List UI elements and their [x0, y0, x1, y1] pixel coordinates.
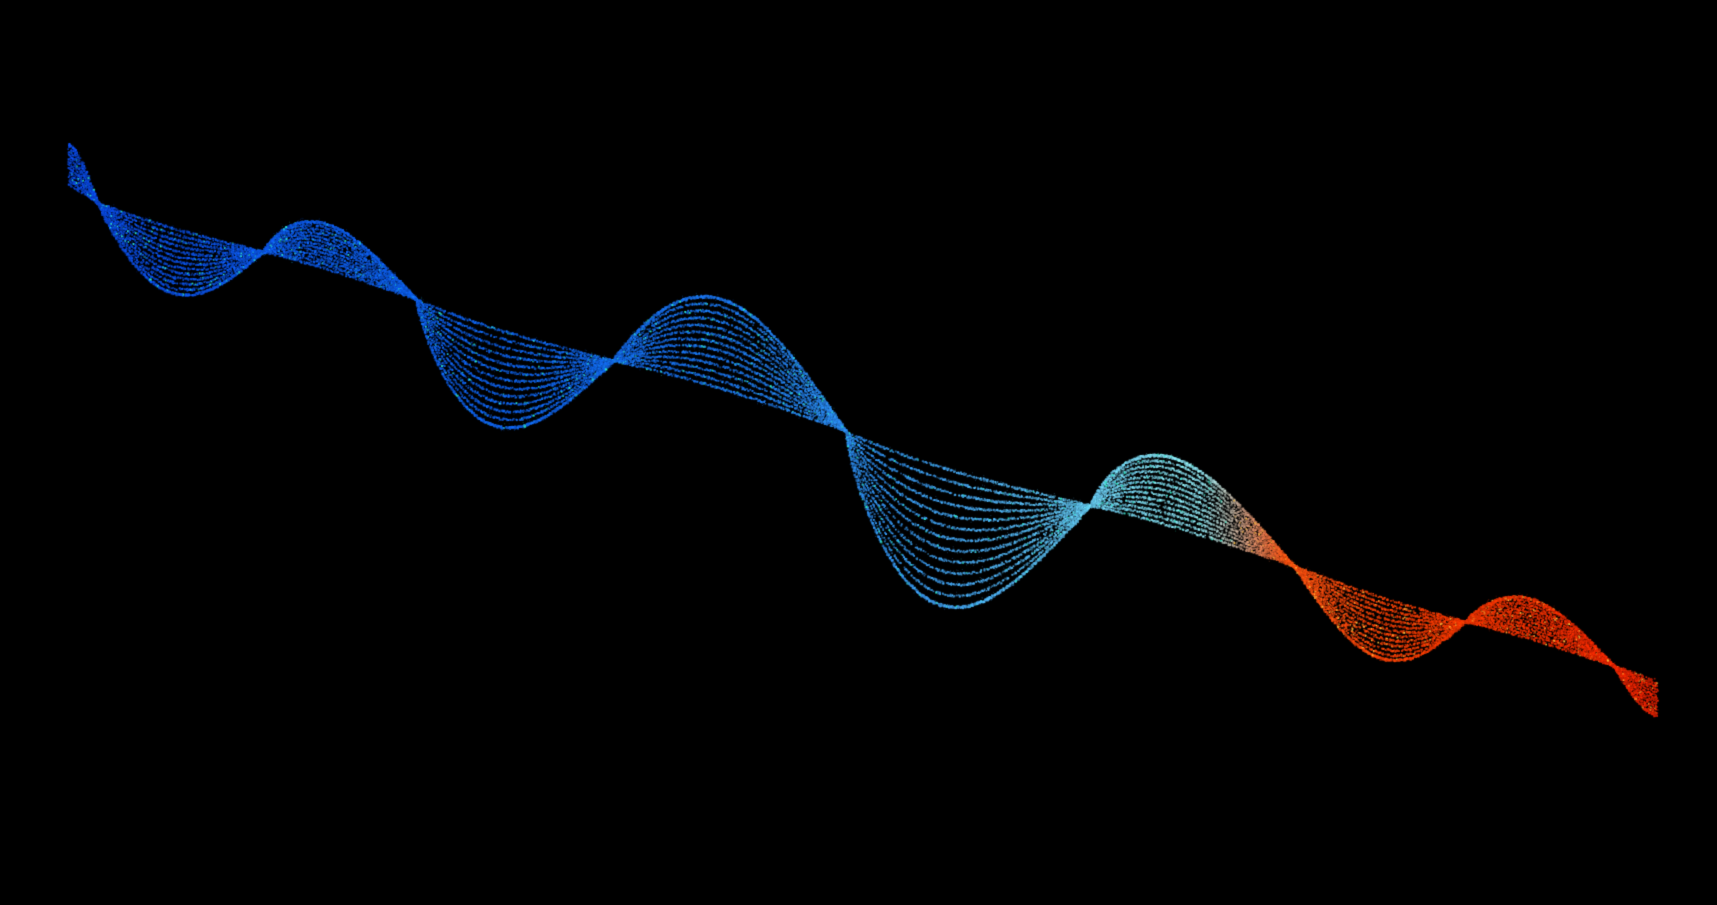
- wave-ribbon-canvas: [0, 0, 1717, 905]
- artwork-frame: [0, 0, 1717, 905]
